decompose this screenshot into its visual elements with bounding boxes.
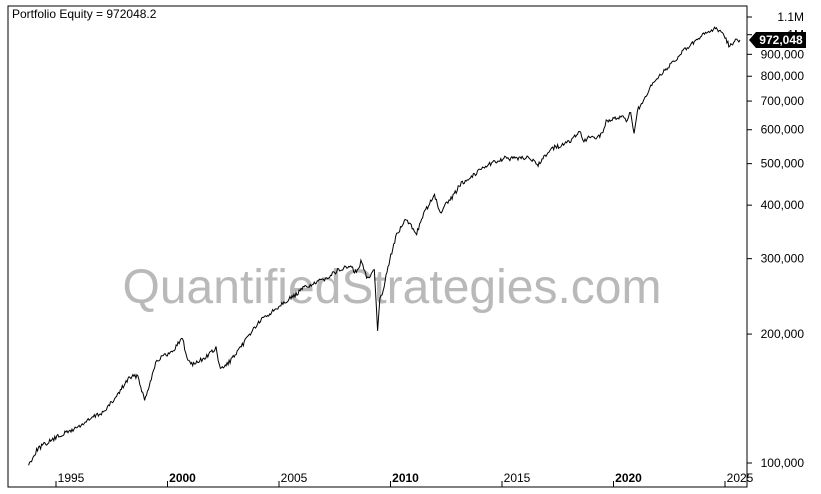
- x-tick-label: 2025: [727, 471, 754, 485]
- y-tick-label: 600,000: [761, 123, 805, 137]
- y-tick-label: 900,000: [761, 47, 805, 61]
- last-value-marker: 972,048: [749, 32, 806, 48]
- x-tick-label: 1995: [58, 471, 85, 485]
- equity-series-line: [28, 26, 741, 466]
- x-tick-label: 2015: [504, 471, 531, 485]
- last-value-badge: [749, 32, 806, 48]
- x-tick-label: 2010: [392, 471, 419, 485]
- y-tick-label: 100,000: [761, 456, 805, 470]
- y-tick-label: 300,000: [761, 252, 805, 266]
- x-axis: 1995 2000 2005 2010 2015 2020 2025: [55, 471, 754, 487]
- x-tick-label: 2000: [169, 471, 196, 485]
- watermark-text: QuantifiedStrategies.com: [123, 261, 662, 314]
- y-tick-label: 200,000: [761, 327, 805, 341]
- y-tick-label: 800,000: [761, 69, 805, 83]
- y-tick-label: 700,000: [761, 94, 805, 108]
- x-tick-label: 2005: [281, 471, 308, 485]
- last-value-label: 972,048: [759, 33, 803, 47]
- y-tick-label: 400,000: [761, 198, 805, 212]
- series-layer: [28, 26, 741, 466]
- x-tick-label: 2020: [615, 471, 642, 485]
- y-tick-label: 1.1M: [777, 10, 804, 24]
- y-tick-label: 500,000: [761, 157, 805, 171]
- plot-frame: [7, 5, 748, 488]
- chart-title: Portfolio Equity = 972048.2: [12, 7, 157, 21]
